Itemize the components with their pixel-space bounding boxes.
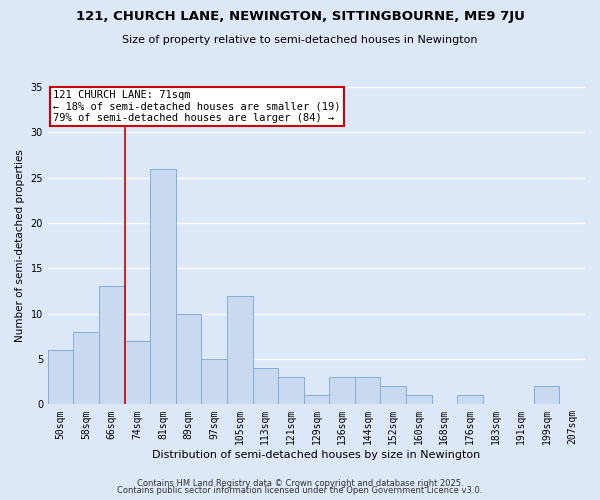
Bar [278, 377, 304, 404]
Bar [380, 386, 406, 404]
Text: Size of property relative to semi-detached houses in Newington: Size of property relative to semi-detach… [122, 35, 478, 45]
Bar [227, 296, 253, 405]
Bar [355, 377, 380, 404]
Bar [99, 286, 125, 405]
Text: Contains public sector information licensed under the Open Government Licence v3: Contains public sector information licen… [118, 486, 482, 495]
Y-axis label: Number of semi-detached properties: Number of semi-detached properties [15, 149, 25, 342]
Bar [329, 377, 355, 404]
Bar [304, 396, 329, 404]
Bar [406, 396, 431, 404]
Bar [202, 359, 227, 405]
Bar [534, 386, 559, 404]
Bar [73, 332, 99, 404]
Bar [150, 168, 176, 404]
Bar [253, 368, 278, 405]
Bar [176, 314, 202, 404]
Text: 121 CHURCH LANE: 71sqm
← 18% of semi-detached houses are smaller (19)
79% of sem: 121 CHURCH LANE: 71sqm ← 18% of semi-det… [53, 90, 341, 124]
Bar [125, 341, 150, 404]
Bar [48, 350, 73, 405]
Text: Contains HM Land Registry data © Crown copyright and database right 2025.: Contains HM Land Registry data © Crown c… [137, 478, 463, 488]
Text: 121, CHURCH LANE, NEWINGTON, SITTINGBOURNE, ME9 7JU: 121, CHURCH LANE, NEWINGTON, SITTINGBOUR… [76, 10, 524, 23]
Bar [457, 396, 482, 404]
X-axis label: Distribution of semi-detached houses by size in Newington: Distribution of semi-detached houses by … [152, 450, 481, 460]
